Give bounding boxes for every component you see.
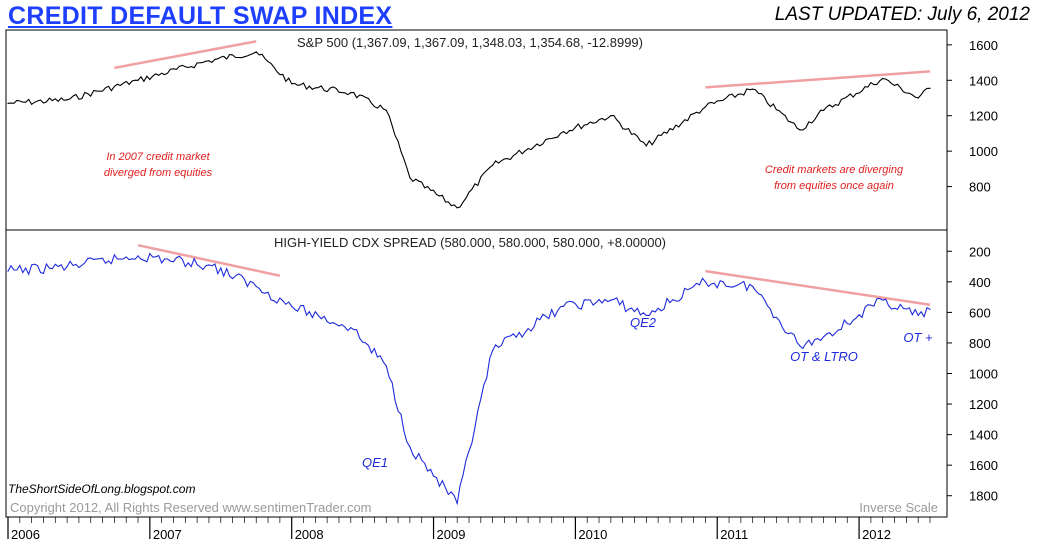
chart-title: CREDIT DEFAULT SWAP INDEX: [8, 2, 393, 30]
annotation-text: Credit markets are diverging: [765, 164, 904, 176]
data-point: [66, 265, 68, 268]
last-updated-label: LAST UPDATED: July 6, 2012: [774, 4, 1030, 25]
data-point: [799, 345, 801, 347]
series-line: [7, 51, 931, 209]
data-point: [350, 92, 352, 94]
y-tick-label: 800: [969, 180, 991, 195]
cdx-panel: HIGH-YIELD CDX SPREAD (580.000, 580.000,…: [7, 235, 998, 506]
data-point: [291, 305, 293, 307]
trend-line: [114, 40, 257, 70]
data-point: [929, 308, 931, 310]
trend-line: [705, 70, 931, 89]
data-point: [137, 255, 139, 257]
y-tick-label: 1600: [969, 38, 998, 53]
data-point: [350, 327, 352, 329]
y-tick-label: 1000: [969, 144, 998, 159]
data-point: [409, 446, 411, 448]
y-tick-label: 800: [969, 336, 991, 351]
data-point: [562, 305, 565, 307]
data-point: [255, 51, 257, 53]
plot-border: [5, 29, 948, 518]
data-point: [137, 79, 139, 81]
x-tick-label: 2007: [153, 527, 182, 542]
spx-panel: S&P 500 (1,367.09, 1,367.09, 1,348.03, 1…: [7, 35, 998, 209]
data-point: [7, 102, 9, 104]
data-point: [66, 99, 68, 101]
data-point: [752, 285, 754, 288]
data-point: [704, 281, 707, 283]
data-point: [456, 207, 458, 209]
y-tick-label: 1400: [969, 73, 998, 88]
data-point: [385, 109, 387, 111]
annotation-text: QE2: [630, 315, 657, 330]
data-point: [917, 314, 919, 317]
trend-line: [137, 243, 281, 277]
data-point: [385, 365, 387, 367]
y-tick-label: 1600: [969, 458, 998, 473]
data-point: [492, 349, 494, 352]
trend-line: [705, 269, 931, 306]
annotation-text: from equities once again: [774, 180, 894, 192]
annotation-text: OT & LTRO: [790, 349, 858, 364]
panel-title: S&P 500 (1,367.09, 1,367.09, 1,348.03, 1…: [297, 35, 643, 50]
y-tick-label: 600: [969, 305, 991, 320]
data-point: [255, 285, 257, 288]
y-tick-label: 1200: [969, 397, 998, 412]
x-tick-label: 2008: [295, 527, 324, 542]
x-tick-label: 2012: [862, 527, 891, 542]
x-tick-label: 2009: [437, 527, 466, 542]
data-point: [645, 314, 647, 317]
panel-title: HIGH-YIELD CDX SPREAD (580.000, 580.000,…: [274, 235, 666, 250]
data-point: [610, 115, 612, 117]
data-point: [291, 83, 293, 85]
data-point: [823, 336, 825, 338]
data-point: [752, 88, 754, 90]
inverse-scale-label: Inverse Scale: [859, 500, 938, 515]
series-line: [7, 252, 931, 506]
annotation-text: QE1: [362, 455, 388, 470]
annotation-text: OT +: [903, 330, 933, 345]
data-point: [208, 264, 210, 266]
data-point: [882, 299, 884, 301]
annotation-text: diverged from equities: [104, 167, 213, 179]
data-point: [882, 77, 884, 80]
x-tick-label: 2010: [578, 527, 607, 542]
data-point: [917, 97, 919, 99]
y-tick-label: 1400: [969, 428, 998, 443]
data-point: [645, 145, 647, 147]
data-point: [456, 502, 458, 504]
y-tick-label: 400: [969, 275, 991, 290]
data-point: [208, 60, 210, 62]
x-axis: 2006 2007 2008 2009 2010 2011 2012: [6, 516, 947, 542]
data-point: [7, 270, 9, 272]
data-point: [562, 131, 565, 133]
copyright-text: Copyright 2012, All Rights Reserved www.…: [10, 500, 372, 515]
data-point: [799, 129, 801, 131]
y-tick-label: 1800: [969, 489, 998, 504]
chart-frame: [5, 29, 948, 518]
data-point: [704, 106, 707, 108]
data-point: [929, 87, 931, 89]
data-point: [610, 299, 612, 301]
y-tick-label: 1000: [969, 367, 998, 382]
x-tick-label: 2011: [720, 527, 748, 542]
y-tick-label: 200: [969, 244, 991, 259]
data-point: [823, 109, 825, 111]
x-tick-label: 2006: [11, 527, 40, 542]
annotation-text: In 2007 credit market: [106, 151, 210, 163]
blog-credit: TheShortSideOfLong.blogspot.com: [8, 482, 195, 496]
data-point: [409, 177, 411, 179]
y-tick-label: 1200: [969, 109, 998, 124]
data-point: [492, 164, 494, 166]
